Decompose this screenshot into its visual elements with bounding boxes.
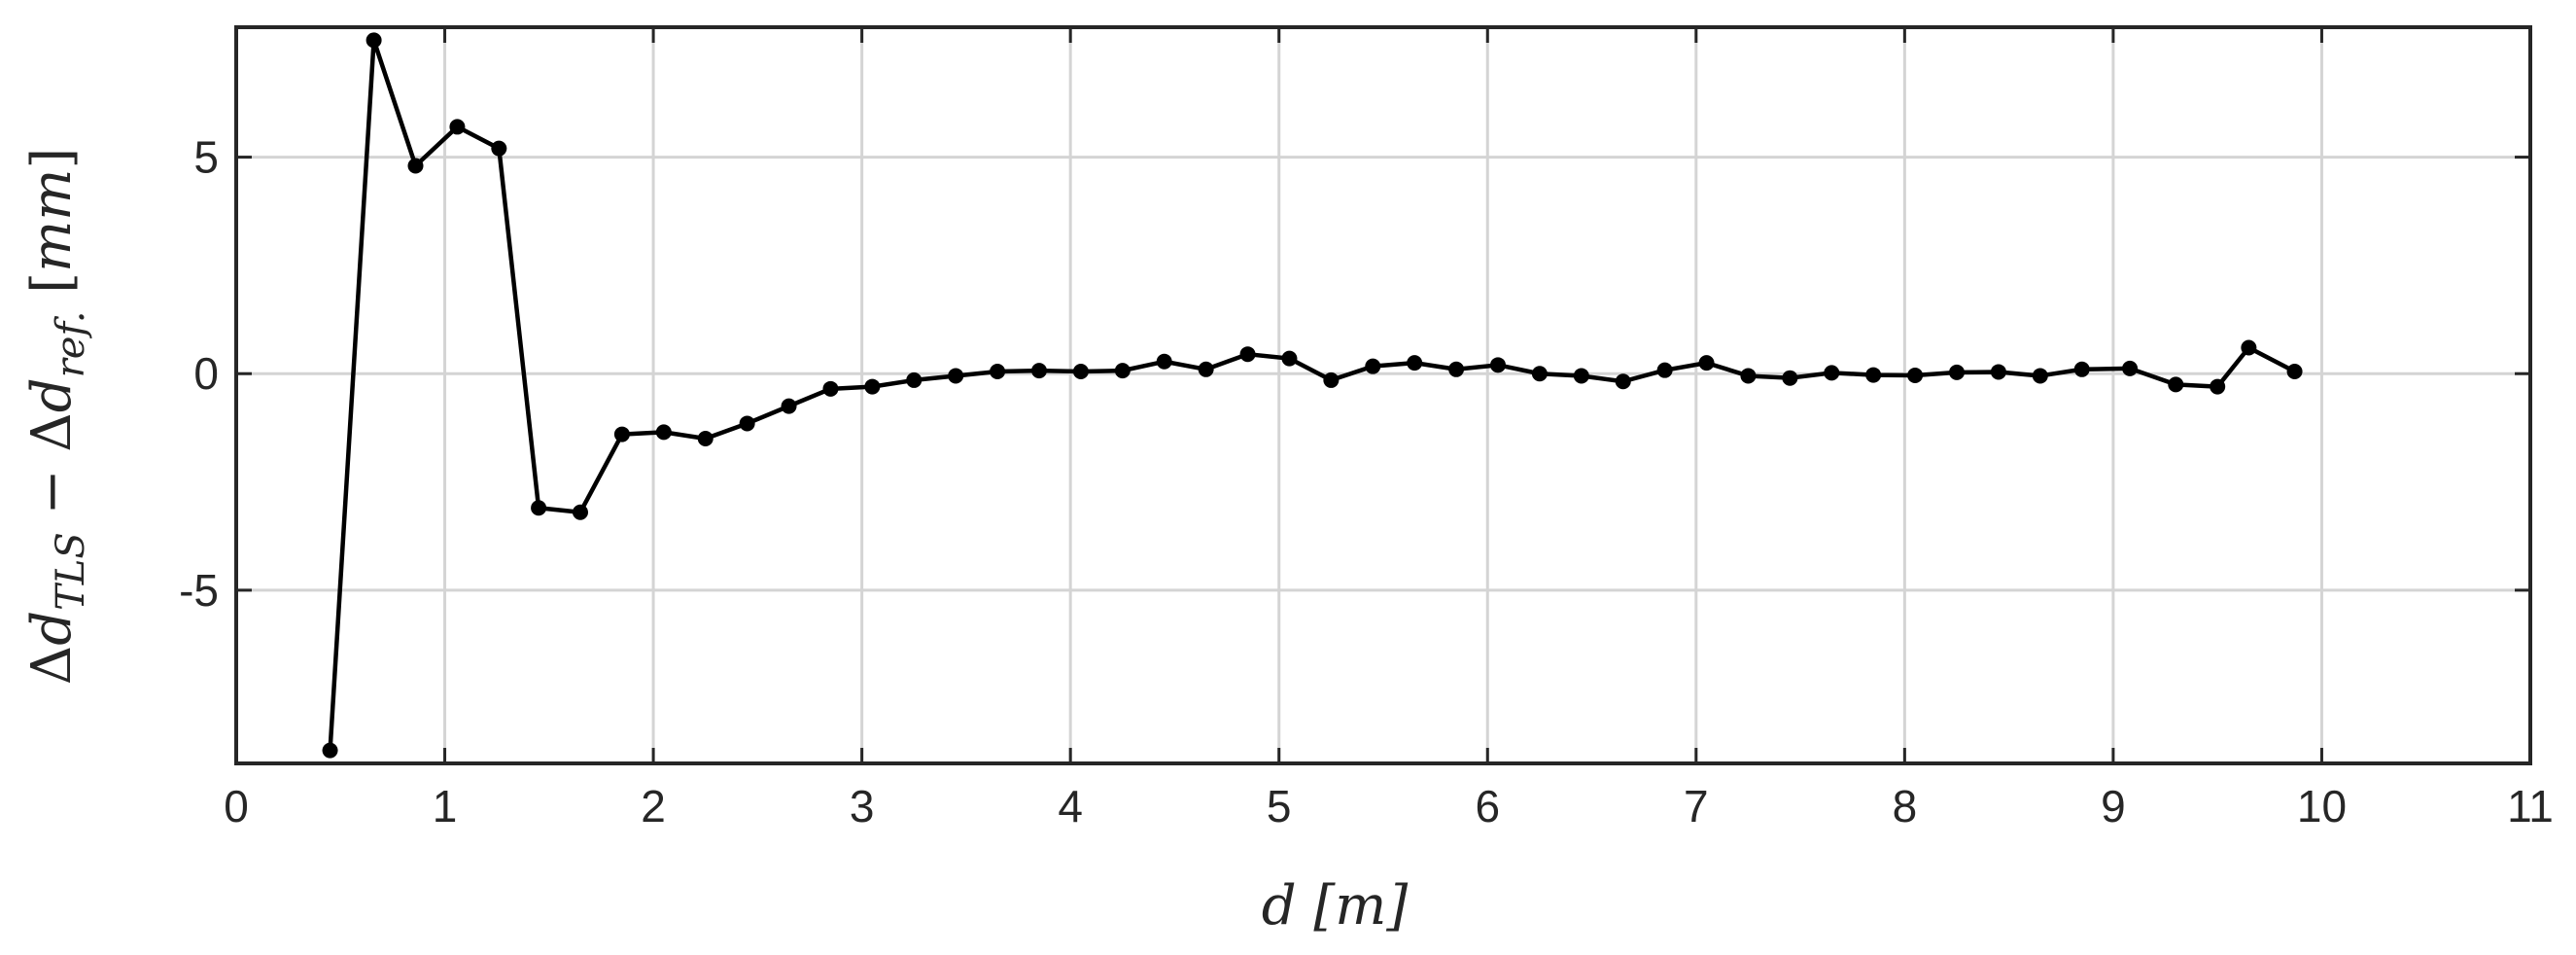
data-point: [449, 119, 466, 135]
data-point: [655, 424, 672, 441]
data-point: [948, 368, 964, 384]
series-line: [328, 38, 2296, 751]
data-point: [2168, 376, 2184, 393]
data-series: [322, 32, 2303, 759]
data-point: [1114, 363, 1131, 379]
data-point: [1824, 365, 1840, 381]
data-point: [1865, 367, 1882, 383]
data-point: [1531, 366, 1548, 382]
data-point: [2032, 368, 2048, 384]
data-point: [1281, 350, 1298, 367]
data-point: [1156, 353, 1172, 370]
x-tick-label: 2: [641, 781, 666, 831]
data-point: [491, 140, 507, 157]
data-point: [1031, 363, 1047, 379]
x-tick-label: 10: [2297, 781, 2347, 831]
data-point: [322, 742, 338, 759]
x-tick-label: 1: [433, 781, 458, 831]
x-tick-label: 5: [1267, 781, 1292, 831]
data-point: [2241, 339, 2257, 356]
x-tick-label: 9: [2101, 781, 2126, 831]
data-point: [1198, 361, 1214, 377]
data-point: [739, 415, 755, 432]
tick-labels: 0 1 2 3 4 5 6 7 8 9 10 11 -5 0 5: [179, 132, 2554, 831]
y-tick-label: -5: [179, 565, 219, 616]
data-point: [613, 426, 630, 442]
x-tick-label: 6: [1475, 781, 1500, 831]
data-point: [864, 378, 881, 395]
data-point: [697, 431, 714, 447]
data-point: [1407, 355, 1423, 371]
data-point: [1490, 357, 1506, 373]
data-point: [1740, 368, 1757, 384]
data-point: [822, 380, 839, 397]
data-point: [1782, 370, 1798, 386]
x-tick-label: 3: [850, 781, 875, 831]
data-point: [1323, 371, 1340, 388]
axis-ticks: [234, 27, 2532, 763]
data-point: [366, 32, 382, 49]
data-point: [2073, 361, 2090, 377]
y-tick-label: 5: [193, 132, 219, 183]
data-point: [1615, 373, 1631, 390]
data-point: [1365, 358, 1381, 374]
data-point: [573, 504, 588, 520]
data-point: [1698, 355, 1715, 371]
data-point: [2286, 364, 2303, 380]
x-tick-label: 7: [1684, 781, 1709, 831]
data-point: [1072, 364, 1089, 380]
y-tick-label: 0: [193, 348, 219, 399]
data-point: [407, 158, 424, 174]
data-point: [1990, 364, 2006, 380]
x-tick-label: 8: [1893, 781, 1918, 831]
data-point: [531, 500, 547, 516]
x-tick-label: 4: [1058, 781, 1083, 831]
x-axis-title: d [m]: [1262, 874, 1409, 937]
data-point: [1239, 346, 1256, 363]
data-point: [1949, 364, 1965, 380]
data-point: [2210, 378, 2226, 395]
data-point: [990, 364, 1006, 380]
data-point: [906, 371, 922, 388]
data-point: [1573, 368, 1589, 384]
data-point: [1656, 362, 1673, 378]
x-tick-label: 0: [224, 781, 249, 831]
x-tick-label: 11: [2507, 781, 2554, 831]
grid-lines: [236, 27, 2530, 763]
svg-text:ΔdTLS − Δdref. [mm]: ΔdTLS − Δdref. [mm]: [20, 148, 93, 685]
data-point: [1907, 368, 1924, 384]
plot-frame: [234, 25, 2532, 765]
data-point: [1448, 361, 1465, 377]
y-axis-title: ΔdTLS − Δdref. [mm]: [20, 148, 93, 685]
data-point: [781, 398, 797, 414]
data-point: [2122, 360, 2139, 376]
